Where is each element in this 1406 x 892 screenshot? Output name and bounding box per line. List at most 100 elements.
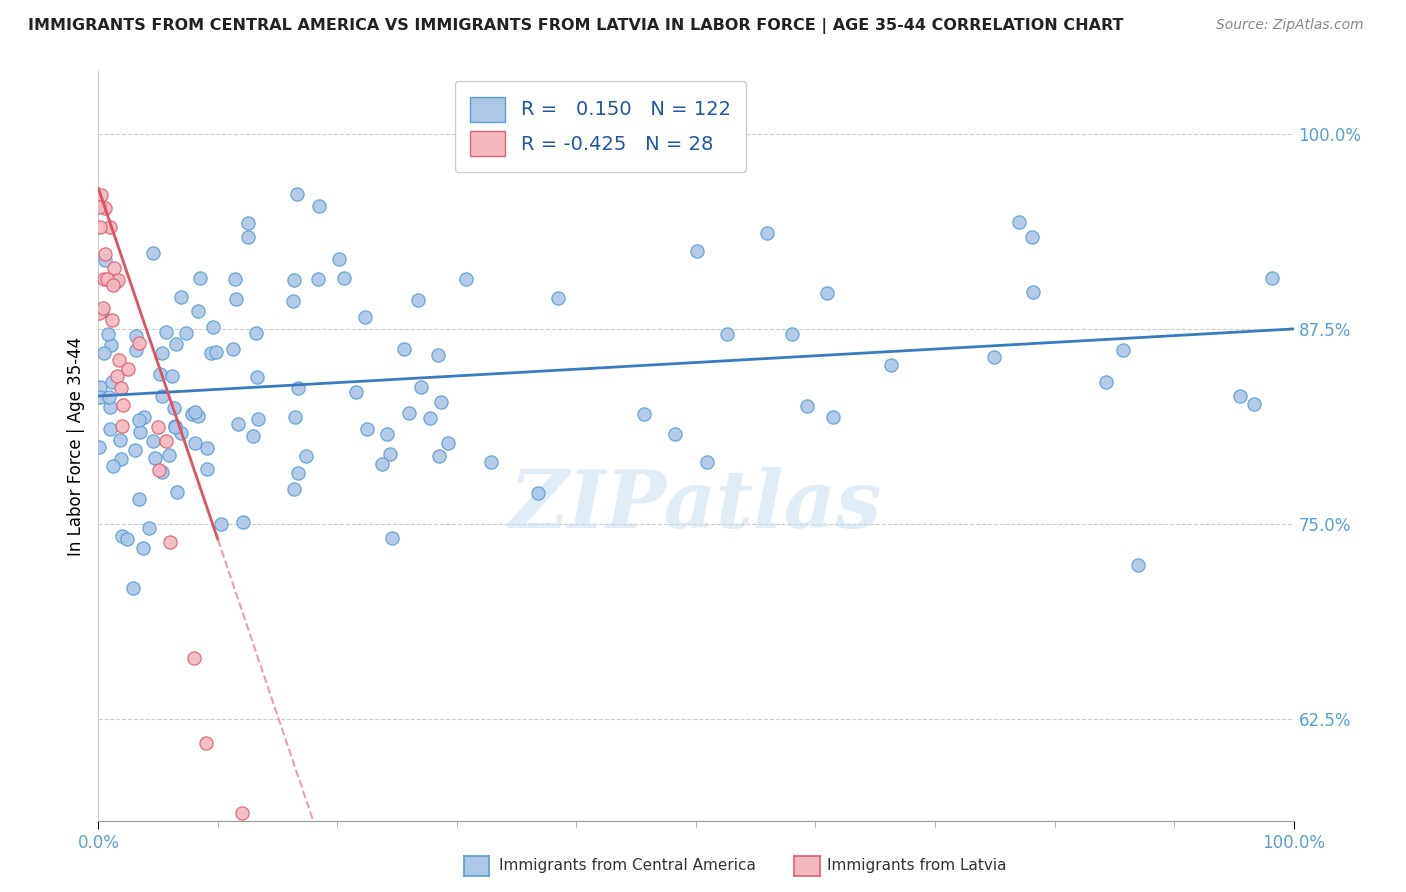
Point xyxy=(287,381,309,395)
Point xyxy=(353,310,375,324)
Point xyxy=(226,417,249,431)
Point xyxy=(1229,390,1251,404)
Point xyxy=(94,247,117,261)
Point xyxy=(202,320,225,334)
Point xyxy=(547,291,569,305)
Point xyxy=(87,306,110,320)
Point xyxy=(90,304,112,318)
Point xyxy=(91,301,114,316)
Point xyxy=(94,201,117,215)
Point xyxy=(110,382,132,396)
Point xyxy=(93,272,115,286)
Point xyxy=(150,465,173,479)
Point xyxy=(143,450,166,465)
Point xyxy=(437,436,460,450)
Point xyxy=(124,443,146,458)
Point xyxy=(128,413,150,427)
Point xyxy=(427,449,450,463)
Point xyxy=(222,342,245,356)
Point xyxy=(103,261,125,276)
Point xyxy=(183,651,205,665)
Point xyxy=(1243,397,1265,411)
Point xyxy=(815,286,838,301)
Point xyxy=(103,277,125,292)
Point xyxy=(183,435,205,450)
Point xyxy=(155,434,177,448)
Point xyxy=(308,199,330,213)
Point xyxy=(100,338,122,352)
Point xyxy=(204,345,226,359)
Point xyxy=(195,442,218,456)
Point xyxy=(224,272,246,286)
Point xyxy=(94,252,117,267)
Point xyxy=(188,271,211,285)
Point xyxy=(117,362,139,376)
Y-axis label: In Labor Force | Age 35-44: In Labor Force | Age 35-44 xyxy=(66,336,84,556)
Point xyxy=(128,336,150,351)
Point xyxy=(187,409,209,424)
Legend: R =   0.150   N = 122, R = -0.425   N = 28: R = 0.150 N = 122, R = -0.425 N = 28 xyxy=(454,81,747,172)
Point xyxy=(93,346,115,360)
Point xyxy=(1021,230,1043,244)
Point xyxy=(103,458,125,473)
Point xyxy=(89,200,111,214)
Point xyxy=(184,405,207,419)
Point xyxy=(125,329,148,343)
Point xyxy=(98,219,121,234)
Point xyxy=(125,343,148,358)
Point xyxy=(1128,558,1150,572)
Point xyxy=(246,370,269,384)
Point xyxy=(284,409,307,424)
Point xyxy=(1008,214,1031,228)
Point xyxy=(108,434,131,448)
Text: ZIPatlas: ZIPatlas xyxy=(510,467,882,545)
Text: IMMIGRANTS FROM CENTRAL AMERICA VS IMMIGRANTS FROM LATVIA IN LABOR FORCE | AGE 3: IMMIGRANTS FROM CENTRAL AMERICA VS IMMIG… xyxy=(28,18,1123,34)
Point xyxy=(225,292,247,306)
Point xyxy=(821,410,844,425)
Point xyxy=(112,398,135,412)
Point xyxy=(242,429,264,443)
Point xyxy=(101,375,124,389)
Point xyxy=(110,419,132,434)
Point xyxy=(378,447,401,461)
Point xyxy=(163,401,186,416)
Point xyxy=(132,541,155,556)
Point xyxy=(159,535,181,549)
Point xyxy=(170,425,193,440)
Point xyxy=(165,419,187,434)
Point xyxy=(111,529,134,543)
Point xyxy=(375,427,398,442)
Point xyxy=(174,326,197,340)
Point xyxy=(479,455,502,469)
Point xyxy=(142,245,165,260)
Point xyxy=(162,368,184,383)
Point xyxy=(780,327,803,342)
Text: Immigrants from Latvia: Immigrants from Latvia xyxy=(827,858,1007,872)
Point xyxy=(281,293,304,308)
Point xyxy=(150,346,173,360)
Text: Source: ZipAtlas.com: Source: ZipAtlas.com xyxy=(1216,18,1364,32)
Point xyxy=(195,462,218,476)
Point xyxy=(454,271,477,285)
Point xyxy=(165,337,187,351)
Point xyxy=(1112,343,1135,358)
Point xyxy=(283,483,305,497)
Text: Immigrants from Central America: Immigrants from Central America xyxy=(499,858,756,872)
Point xyxy=(238,230,260,244)
Point xyxy=(236,216,259,230)
Point xyxy=(333,271,356,285)
Point xyxy=(105,275,128,289)
Point xyxy=(122,581,145,595)
Point xyxy=(696,455,718,469)
Point xyxy=(98,401,121,415)
Point xyxy=(108,353,131,368)
Point xyxy=(686,244,709,259)
Point xyxy=(96,271,118,285)
Point xyxy=(287,466,309,480)
Point xyxy=(115,532,138,546)
Point xyxy=(180,408,202,422)
Point xyxy=(90,188,112,202)
Point xyxy=(89,380,111,394)
Point xyxy=(983,350,1005,364)
Point xyxy=(157,448,180,462)
